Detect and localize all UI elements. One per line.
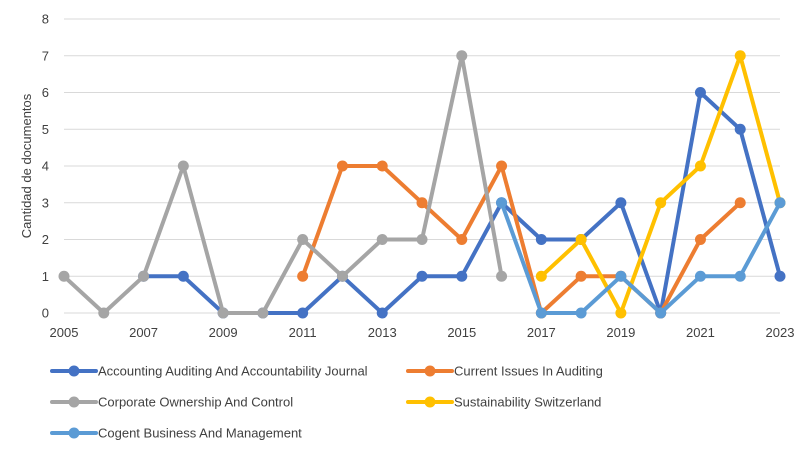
y-axis-tick-labels: 0 1 2 3 4 5 6 7 8 xyxy=(42,12,49,321)
data-point xyxy=(456,50,468,62)
x-tick-label: 2021 xyxy=(686,325,715,340)
data-point xyxy=(98,307,110,319)
data-point xyxy=(297,234,309,245)
x-tick-label: 2011 xyxy=(289,325,317,340)
data-point xyxy=(734,50,746,62)
data-point xyxy=(496,270,508,282)
legend-swatch-marker xyxy=(68,365,80,377)
series-layer xyxy=(58,50,786,319)
data-point xyxy=(336,160,348,172)
legend-swatch-marker xyxy=(424,396,436,408)
data-point xyxy=(138,270,150,282)
data-point xyxy=(575,270,587,282)
data-point xyxy=(297,307,309,319)
legend-item: Current Issues In Auditing xyxy=(406,364,603,379)
grid-lines xyxy=(64,18,780,314)
series-group xyxy=(58,50,508,319)
legend-item: Accounting Auditing And Accountability J… xyxy=(50,364,368,379)
legend-swatch-marker xyxy=(424,365,436,377)
data-point xyxy=(734,123,746,135)
series-group xyxy=(535,50,786,319)
legend-label: Corporate Ownership And Control xyxy=(98,395,293,410)
data-point xyxy=(177,160,189,172)
data-point xyxy=(376,307,388,319)
data-point xyxy=(58,270,70,282)
y-tick-label: 6 xyxy=(42,85,49,100)
series-line xyxy=(499,200,782,315)
series-group xyxy=(496,197,786,319)
series-line xyxy=(62,53,504,315)
x-tick-label: 2005 xyxy=(50,325,79,340)
data-point xyxy=(535,270,547,282)
x-axis-tick-labels: 2005 2007 2009 2011 2013 2015 2017 2019 2021 2023 xyxy=(50,325,795,340)
data-point xyxy=(615,197,627,209)
data-point xyxy=(416,197,428,209)
y-tick-label: 7 xyxy=(42,48,49,63)
data-point xyxy=(535,307,547,319)
data-point xyxy=(694,87,706,98)
x-tick-label: 2009 xyxy=(209,325,238,340)
data-point xyxy=(376,160,388,172)
data-point xyxy=(177,270,189,282)
data-point xyxy=(535,234,547,245)
data-point xyxy=(615,307,627,319)
data-point xyxy=(456,270,468,282)
legend-item: Corporate Ownership And Control xyxy=(50,395,293,410)
data-point xyxy=(655,307,667,319)
legend-item: Cogent Business And Management xyxy=(50,426,302,441)
legend-item: Sustainability Switzerland xyxy=(406,395,601,410)
series-line xyxy=(300,164,743,315)
legend-label: Cogent Business And Management xyxy=(98,426,302,441)
data-point xyxy=(734,270,746,282)
x-tick-label: 2015 xyxy=(447,325,476,340)
y-tick-label: 2 xyxy=(42,232,49,247)
legend-swatch-marker xyxy=(68,396,80,408)
y-tick-label: 1 xyxy=(42,269,49,284)
legend-swatch-marker xyxy=(68,427,80,439)
legend-label: Sustainability Switzerland xyxy=(454,395,601,410)
y-tick-label: 3 xyxy=(42,195,49,210)
legend-label: Accounting Auditing And Accountability J… xyxy=(98,364,368,379)
x-tick-label: 2023 xyxy=(766,325,795,340)
data-point xyxy=(694,270,706,282)
data-point xyxy=(774,197,786,209)
x-tick-label: 2017 xyxy=(527,325,556,340)
x-tick-label: 2007 xyxy=(129,325,158,340)
data-point xyxy=(734,197,746,209)
data-point xyxy=(416,234,428,245)
legend: Accounting Auditing And Accountability J… xyxy=(50,364,603,441)
data-point xyxy=(774,270,786,282)
data-point xyxy=(615,270,627,282)
data-point xyxy=(575,307,587,319)
y-tick-label: 4 xyxy=(42,159,49,174)
data-point xyxy=(655,197,667,209)
data-point xyxy=(496,160,508,172)
data-point xyxy=(257,307,269,319)
data-point xyxy=(297,270,309,282)
y-tick-label: 8 xyxy=(42,12,49,27)
legend-label: Current Issues In Auditing xyxy=(454,364,603,379)
data-point xyxy=(376,234,388,245)
y-axis-title: Cantidad de documentos xyxy=(19,93,34,238)
data-point xyxy=(575,234,587,245)
y-tick-label: 0 xyxy=(42,306,49,321)
data-point xyxy=(694,234,706,245)
data-point xyxy=(496,197,508,209)
x-tick-label: 2013 xyxy=(368,325,397,340)
y-tick-label: 5 xyxy=(42,122,49,137)
data-point xyxy=(416,270,428,282)
data-point xyxy=(694,160,706,172)
data-point xyxy=(217,307,229,319)
data-point xyxy=(456,234,468,245)
x-tick-label: 2019 xyxy=(606,325,635,340)
data-point xyxy=(336,270,348,282)
